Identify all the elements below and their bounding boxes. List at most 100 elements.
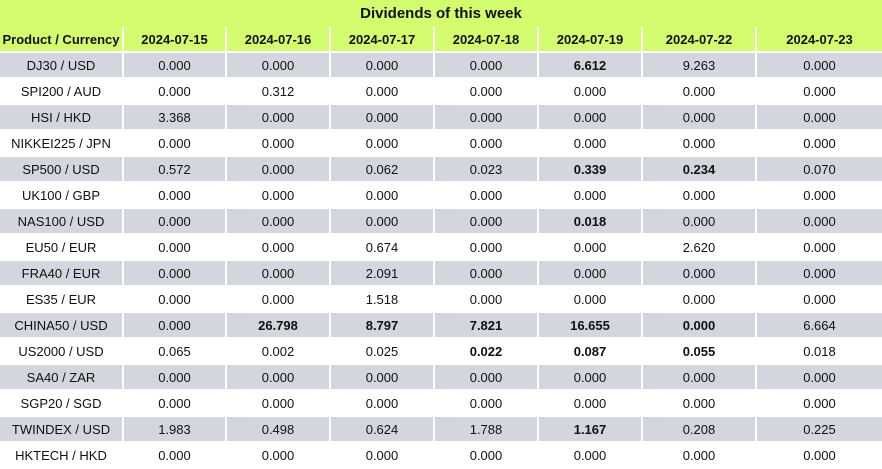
dividend-value-cell: 0.572 (124, 157, 227, 183)
product-cell: UK100 / GBP (0, 183, 124, 209)
dividend-value-cell: 6.664 (757, 313, 882, 339)
dividend-value-cell: 0.087 (539, 339, 643, 365)
table-row: EU50 / EUR 0.000 0.000 0.674 0.000 0.000 2.620… (0, 235, 882, 261)
product-cell: DJ30 / USD (0, 53, 124, 79)
dividend-value-cell: 0.000 (227, 105, 331, 131)
dividend-value-cell: 0.208 (643, 417, 757, 443)
dividend-value-cell: 0.000 (435, 287, 539, 313)
product-cell: HKTECH / HKD (0, 443, 124, 469)
dividends-table: Product / Currency 2024-07-15 2024-07-16… (0, 27, 882, 469)
dividend-value-cell: 16.655 (539, 313, 643, 339)
dividend-value-cell: 0.000 (227, 365, 331, 391)
dividend-value-cell: 0.055 (643, 339, 757, 365)
column-header-date: 2024-07-16 (227, 27, 331, 53)
dividend-value-cell: 0.000 (227, 209, 331, 235)
dividend-value-cell: 0.000 (643, 79, 757, 105)
dividend-value-cell: 0.498 (227, 417, 331, 443)
dividend-value-cell: 0.065 (124, 339, 227, 365)
table-row: TWINDEX / USD 1.983 0.498 0.624 1.788 1.167 0.… (0, 417, 882, 443)
dividend-value-cell: 0.022 (435, 339, 539, 365)
table-row: SGP20 / SGD 0.000 0.000 0.000 0.000 0.000 0.00… (0, 391, 882, 417)
dividend-value-cell: 0.000 (757, 209, 882, 235)
dividend-value-cell: 0.018 (539, 209, 643, 235)
dividend-value-cell: 0.000 (124, 79, 227, 105)
dividend-value-cell: 0.000 (757, 261, 882, 287)
dividend-value-cell: 0.000 (435, 365, 539, 391)
product-cell: CHINA50 / USD (0, 313, 124, 339)
dividend-value-cell: 0.000 (539, 105, 643, 131)
dividend-value-cell: 0.674 (331, 235, 435, 261)
table-row: CHINA50 / USD 0.000 26.798 8.797 7.821 16.655… (0, 313, 882, 339)
dividend-value-cell: 0.062 (331, 157, 435, 183)
dividend-value-cell: 0.000 (124, 131, 227, 157)
dividend-value-cell: 1.167 (539, 417, 643, 443)
dividend-value-cell: 0.000 (227, 53, 331, 79)
product-cell: SGP20 / SGD (0, 391, 124, 417)
product-cell: FRA40 / EUR (0, 261, 124, 287)
dividend-value-cell: 0.000 (331, 131, 435, 157)
dividend-value-cell: 0.000 (124, 443, 227, 469)
dividend-value-cell: 0.312 (227, 79, 331, 105)
dividend-value-cell: 0.000 (757, 287, 882, 313)
dividend-value-cell: 26.798 (227, 313, 331, 339)
dividend-value-cell: 0.000 (435, 391, 539, 417)
dividend-value-cell: 0.000 (643, 391, 757, 417)
dividend-value-cell: 0.000 (643, 313, 757, 339)
dividend-value-cell: 0.000 (331, 365, 435, 391)
product-cell: NIKKEI225 / JPN (0, 131, 124, 157)
table-row: NIKKEI225 / JPN 0.000 0.000 0.000 0.000 0.000… (0, 131, 882, 157)
dividend-value-cell: 6.612 (539, 53, 643, 79)
table-body: DJ30 / USD 0.000 0.000 0.000 0.000 6.612 9.263… (0, 53, 882, 469)
dividend-value-cell: 0.234 (643, 157, 757, 183)
dividend-value-cell: 0.018 (757, 339, 882, 365)
product-cell: TWINDEX / USD (0, 417, 124, 443)
product-cell: SP500 / USD (0, 157, 124, 183)
dividend-value-cell: 0.000 (124, 287, 227, 313)
dividend-value-cell: 0.000 (124, 313, 227, 339)
dividend-value-cell: 0.339 (539, 157, 643, 183)
product-cell: SPI200 / AUD (0, 79, 124, 105)
column-header-date: 2024-07-17 (331, 27, 435, 53)
dividend-value-cell: 0.000 (757, 443, 882, 469)
dividend-value-cell: 0.000 (227, 261, 331, 287)
dividend-value-cell: 3.368 (124, 105, 227, 131)
dividend-value-cell: 0.000 (227, 157, 331, 183)
dividend-value-cell: 0.023 (435, 157, 539, 183)
dividend-value-cell: 0.000 (539, 235, 643, 261)
dividend-value-cell: 0.000 (435, 53, 539, 79)
dividend-value-cell: 7.821 (435, 313, 539, 339)
dividend-value-cell: 0.000 (435, 183, 539, 209)
table-row: HSI / HKD 3.368 0.000 0.000 0.000 0.000 0.000 0… (0, 105, 882, 131)
table-row: US2000 / USD 0.065 0.002 0.025 0.022 0.087 0.0… (0, 339, 882, 365)
product-cell: NAS100 / USD (0, 209, 124, 235)
dividend-value-cell: 0.000 (643, 131, 757, 157)
dividend-value-cell: 0.000 (227, 287, 331, 313)
dividend-value-cell: 8.797 (331, 313, 435, 339)
dividend-value-cell: 1.518 (331, 287, 435, 313)
product-cell: HSI / HKD (0, 105, 124, 131)
column-header-date: 2024-07-18 (435, 27, 539, 53)
dividend-value-cell: 0.000 (539, 183, 643, 209)
dividend-value-cell: 0.000 (643, 105, 757, 131)
dividend-value-cell: 0.000 (757, 235, 882, 261)
dividend-value-cell: 0.000 (539, 365, 643, 391)
dividend-value-cell: 0.000 (757, 79, 882, 105)
column-header-date: 2024-07-22 (643, 27, 757, 53)
dividend-value-cell: 0.000 (643, 443, 757, 469)
table-row: NAS100 / USD 0.000 0.000 0.000 0.000 0.018 0.0… (0, 209, 882, 235)
table-row: ES35 / EUR 0.000 0.000 1.518 0.000 0.000 0.000… (0, 287, 882, 313)
column-header-date: 2024-07-19 (539, 27, 643, 53)
dividend-value-cell: 0.000 (124, 261, 227, 287)
dividend-value-cell: 0.000 (227, 443, 331, 469)
dividend-value-cell: 0.000 (435, 443, 539, 469)
dividend-value-cell: 0.070 (757, 157, 882, 183)
dividend-value-cell: 0.000 (757, 105, 882, 131)
table-row: UK100 / GBP 0.000 0.000 0.000 0.000 0.000 0.00… (0, 183, 882, 209)
dividend-value-cell: 0.000 (757, 131, 882, 157)
dividend-value-cell: 0.225 (757, 417, 882, 443)
dividend-value-cell: 0.000 (124, 365, 227, 391)
dividend-value-cell: 0.000 (435, 131, 539, 157)
dividend-value-cell: 0.000 (539, 287, 643, 313)
dividend-value-cell: 0.000 (435, 235, 539, 261)
